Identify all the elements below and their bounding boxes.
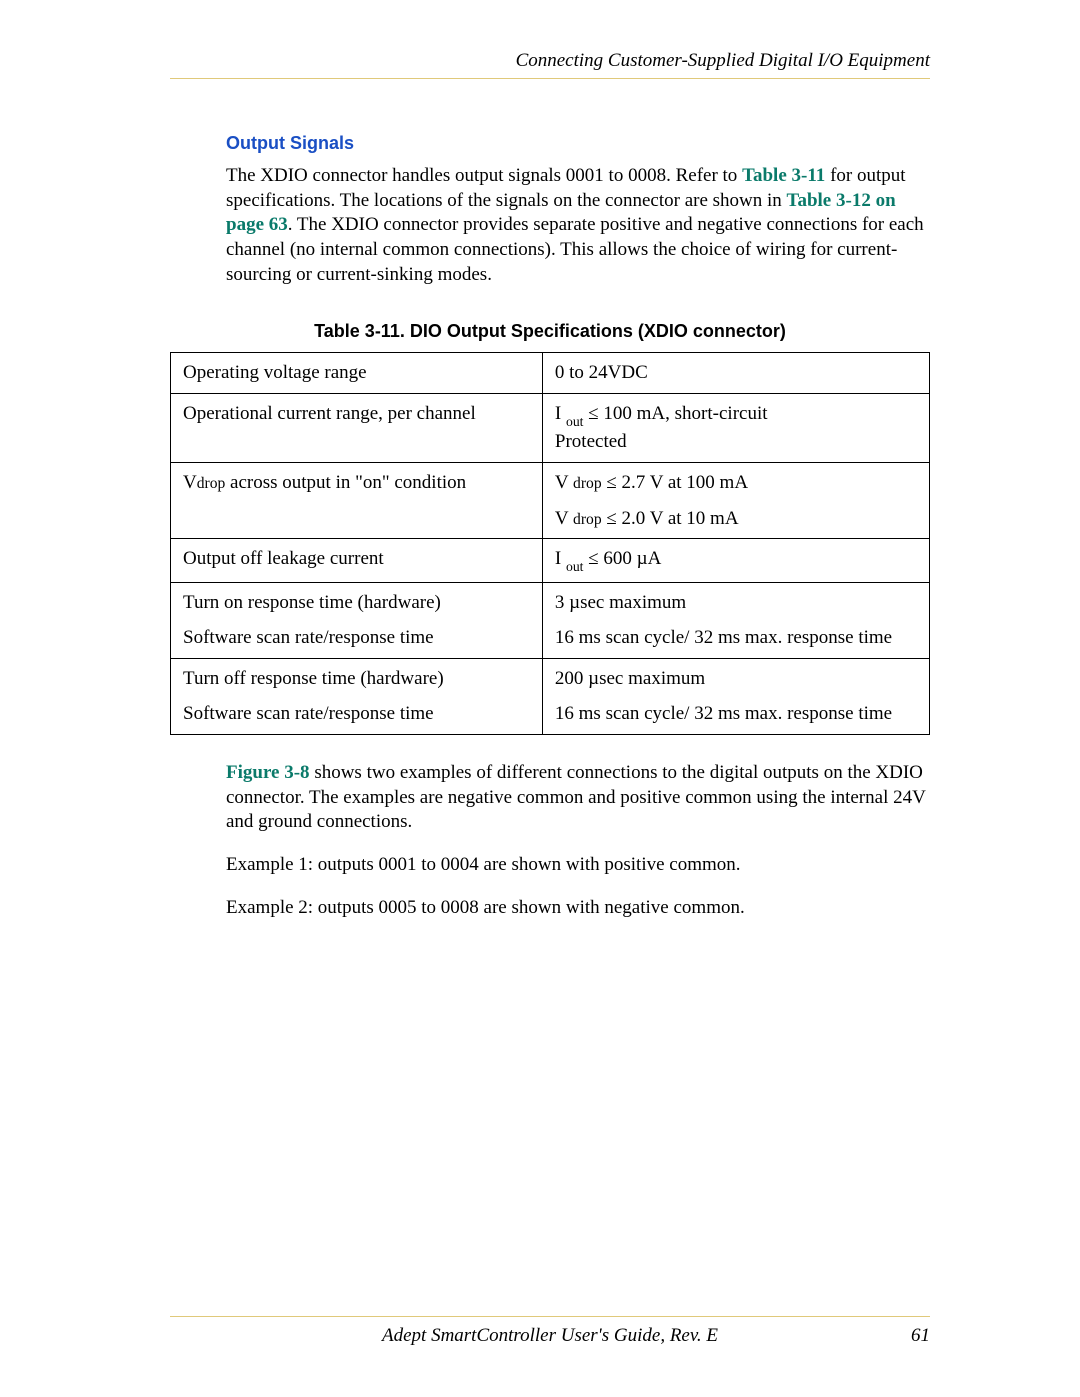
table-row: Operating voltage range0 to 24VDC — [171, 353, 930, 394]
table-row: Turn off response time (hardware)Softwar… — [171, 658, 930, 734]
table-cell: Vdrop across output in "on" condition — [171, 462, 543, 538]
page-footer: Adept SmartController User's Guide, Rev.… — [170, 1316, 930, 1347]
footer-title: Adept SmartController User's Guide, Rev.… — [170, 1325, 930, 1347]
example-1: Example 1: outputs 0001 to 0004 are show… — [226, 853, 930, 878]
table-cell: Turn off response time (hardware)Softwar… — [171, 658, 543, 734]
document-page: Connecting Customer-Supplied Digital I/O… — [0, 0, 1080, 1397]
table-cell: 200 µsec maximum16 ms scan cycle/ 32 ms … — [542, 658, 929, 734]
xref-figure-3-8[interactable]: Figure 3-8 — [226, 762, 310, 783]
example-2: Example 2: outputs 0005 to 0008 are show… — [226, 896, 930, 921]
para-text: shows two examples of different connecti… — [226, 762, 925, 832]
page-number: 61 — [911, 1325, 930, 1347]
xref-table-3-11[interactable]: Table 3-11 — [742, 165, 825, 186]
table-cell: Operational current range, per channel — [171, 394, 543, 463]
spec-table: Operating voltage range0 to 24VDCOperati… — [170, 352, 930, 735]
table-cell: 0 to 24VDC — [542, 353, 929, 394]
table-cell: I out ≤ 600 µA — [542, 539, 929, 582]
section-heading: Output Signals — [226, 133, 930, 154]
running-header: Connecting Customer-Supplied Digital I/O… — [170, 50, 930, 79]
after-table-paragraph: Figure 3-8 shows two examples of differe… — [226, 761, 930, 835]
table-cell: Output off leakage current — [171, 539, 543, 582]
table-row: Vdrop across output in "on" conditionV d… — [171, 462, 930, 538]
para-text: The XDIO connector handles output signal… — [226, 165, 742, 186]
table-cell: V drop ≤ 2.7 V at 100 mAV drop ≤ 2.0 V a… — [542, 462, 929, 538]
intro-paragraph: The XDIO connector handles output signal… — [226, 164, 930, 287]
para-text: . The XDIO connector provides separate p… — [226, 214, 924, 284]
table-caption: Table 3-11. DIO Output Specifications (X… — [170, 321, 930, 342]
table-row: Turn on response time (hardware)Software… — [171, 582, 930, 658]
table-cell: Turn on response time (hardware)Software… — [171, 582, 543, 658]
table-row: Operational current range, per channelI … — [171, 394, 930, 463]
table-row: Output off leakage currentI out ≤ 600 µA — [171, 539, 930, 582]
table-cell: Operating voltage range — [171, 353, 543, 394]
table-cell: 3 µsec maximum16 ms scan cycle/ 32 ms ma… — [542, 582, 929, 658]
table-cell: I out ≤ 100 mA, short-circuitProtected — [542, 394, 929, 463]
